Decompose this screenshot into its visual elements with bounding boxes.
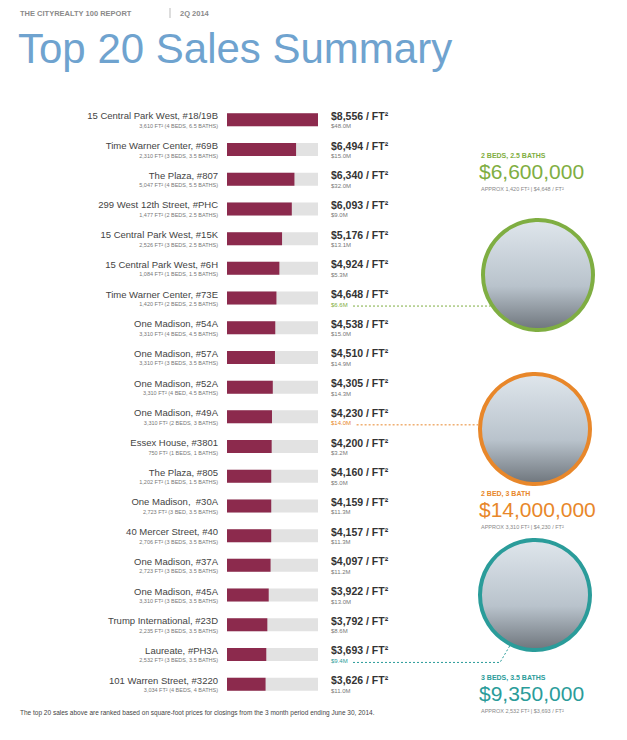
svg-text:APPROX 2,532 FT² | $3,693 / FT: APPROX 2,532 FT² | $3,693 / FT² — [481, 708, 564, 714]
svg-text:$3,693 / FT²: $3,693 / FT² — [331, 644, 389, 656]
svg-text:2,310 FT² (3 BEDS, 3.5 BATHS): 2,310 FT² (3 BEDS, 3.5 BATHS) — [139, 153, 218, 159]
svg-text:1,477 FT² (2 BEDS, 2.5 BATHS): 1,477 FT² (2 BEDS, 2.5 BATHS) — [139, 212, 218, 218]
svg-text:$48.0M: $48.0M — [331, 123, 351, 129]
svg-text:$9,350,000: $9,350,000 — [479, 682, 584, 705]
svg-text:$6,494 / FT²: $6,494 / FT² — [331, 140, 389, 152]
svg-text:$3,792 / FT²: $3,792 / FT² — [331, 615, 389, 627]
svg-text:2,723 FT² (3 BEDS, 3.5 BATHS): 2,723 FT² (3 BEDS, 3.5 BATHS) — [139, 568, 218, 574]
svg-text:$3.2M: $3.2M — [331, 450, 348, 456]
svg-text:$4,305 / FT²: $4,305 / FT² — [331, 377, 389, 389]
svg-text:$14,000,000: $14,000,000 — [479, 498, 596, 521]
svg-text:$11.2M: $11.2M — [331, 569, 351, 575]
svg-text:$6,600,000: $6,600,000 — [479, 160, 584, 183]
svg-text:$6.6M: $6.6M — [331, 302, 348, 308]
svg-text:Laureate, #PH3A: Laureate, #PH3A — [145, 645, 219, 656]
svg-text:The top 20 sales above are ran: The top 20 sales above are ranked based … — [20, 709, 375, 717]
svg-text:3,610 FT² (4 BEDS, 6.5 BATHS): 3,610 FT² (4 BEDS, 6.5 BATHS) — [139, 123, 218, 129]
svg-text:$8.6M: $8.6M — [331, 628, 348, 634]
svg-text:$14.9M: $14.9M — [331, 361, 351, 367]
svg-text:$3,626 / FT²: $3,626 / FT² — [331, 674, 389, 686]
svg-text:$11.3M: $11.3M — [331, 539, 351, 545]
svg-text:$5.0M: $5.0M — [331, 480, 348, 486]
svg-text:$15.0M: $15.0M — [331, 331, 351, 337]
svg-text:$5.3M: $5.3M — [331, 272, 348, 278]
svg-text:$4,510 / FT²: $4,510 / FT² — [331, 347, 389, 359]
svg-text:Trump International, #23D: Trump International, #23D — [108, 615, 218, 626]
svg-text:$4,097 / FT²: $4,097 / FT² — [331, 555, 389, 567]
svg-text:3 BEDS, 3.5 BATHS: 3 BEDS, 3.5 BATHS — [481, 674, 546, 682]
svg-text:One Madison, #49A: One Madison, #49A — [134, 407, 219, 418]
svg-text:$11.0M: $11.0M — [331, 688, 351, 694]
svg-text:$14.0M: $14.0M — [331, 420, 351, 426]
svg-text:2Q 2014: 2Q 2014 — [180, 9, 210, 18]
svg-text:750 FT² (1 BEDS, 1 BATHS): 750 FT² (1 BEDS, 1 BATHS) — [148, 450, 218, 456]
svg-text:One Madison, #37A: One Madison, #37A — [134, 556, 219, 567]
svg-text:$9.0M: $9.0M — [331, 212, 348, 218]
svg-text:$4,538 / FT²: $4,538 / FT² — [331, 318, 389, 330]
svg-text:1,084 FT² (1 BEDS, 1.5 BATHS): 1,084 FT² (1 BEDS, 1.5 BATHS) — [139, 271, 218, 277]
svg-text:$4,200 / FT²: $4,200 / FT² — [331, 437, 389, 449]
svg-text:1,420 FT² (2 BEDS, 2.5 BATHS): 1,420 FT² (2 BEDS, 2.5 BATHS) — [139, 301, 218, 307]
svg-text:$3,922 / FT²: $3,922 / FT² — [331, 585, 389, 597]
svg-text:$4,160 / FT²: $4,160 / FT² — [331, 466, 389, 478]
svg-text:$4,159 / FT²: $4,159 / FT² — [331, 496, 389, 508]
svg-text:15 Central Park West, #6H: 15 Central Park West, #6H — [105, 259, 218, 270]
svg-text:2,723 FT² (3 BED, 3.5 BATHS): 2,723 FT² (3 BED, 3.5 BATHS) — [143, 509, 218, 515]
svg-text:3,310 FT² (3 BEDS, 3.5 BATHS): 3,310 FT² (3 BEDS, 3.5 BATHS) — [139, 598, 218, 604]
svg-text:Time Warner Center, #73E: Time Warner Center, #73E — [106, 289, 218, 300]
svg-text:15 Central Park West, #18/19B: 15 Central Park West, #18/19B — [87, 110, 218, 121]
svg-text:$9.4M: $9.4M — [331, 658, 348, 664]
svg-text:3,310 FT² (4 BED, 4.5 BATHS): 3,310 FT² (4 BED, 4.5 BATHS) — [143, 390, 218, 396]
svg-text:$6,093 / FT²: $6,093 / FT² — [331, 199, 389, 211]
svg-text:$14.3M: $14.3M — [331, 391, 351, 397]
svg-text:2,235 FT² (3 BEDS, 3.5 BATHS): 2,235 FT² (3 BEDS, 3.5 BATHS) — [139, 628, 218, 634]
svg-text:One Madison, #54A: One Madison, #54A — [134, 318, 219, 329]
svg-text:1,202 FT² (1 BEDS, 1.5 BATHS): 1,202 FT² (1 BEDS, 1.5 BATHS) — [139, 479, 218, 485]
svg-text:APPROX 3,310 FT² | $4,230 / FT: APPROX 3,310 FT² | $4,230 / FT² — [481, 524, 564, 530]
svg-text:101 Warren Street, #3220: 101 Warren Street, #3220 — [109, 675, 218, 686]
svg-text:3,310 FT² (3 BEDS, 3.5 BATHS): 3,310 FT² (3 BEDS, 3.5 BATHS) — [139, 360, 218, 366]
svg-text:Time Warner Center, #69B: Time Warner Center, #69B — [106, 140, 218, 151]
svg-text:The Plaza, #807: The Plaza, #807 — [149, 170, 218, 181]
svg-text:THE CITYREALTY 100 REPORT: THE CITYREALTY 100 REPORT — [20, 9, 132, 18]
svg-text:One Madison, #45A: One Madison, #45A — [134, 586, 219, 597]
svg-text:$8,556 / FT²: $8,556 / FT² — [331, 110, 389, 122]
svg-text:$11.3M: $11.3M — [331, 509, 351, 515]
svg-text:The Plaza, #805: The Plaza, #805 — [149, 467, 218, 478]
svg-text:$4,230 / FT²: $4,230 / FT² — [331, 407, 389, 419]
svg-text:40 Mercer Street, #40: 40 Mercer Street, #40 — [126, 526, 218, 537]
svg-text:5,047 FT² (4 BEDS, 5.5 BATHS): 5,047 FT² (4 BEDS, 5.5 BATHS) — [139, 182, 218, 188]
svg-text:$4,924 / FT²: $4,924 / FT² — [331, 258, 389, 270]
svg-text:$5,176 / FT²: $5,176 / FT² — [331, 229, 389, 241]
svg-text:2 BEDS, 2.5 BATHS: 2 BEDS, 2.5 BATHS — [481, 152, 546, 160]
svg-text:$32.0M: $32.0M — [331, 183, 351, 189]
svg-text:2 BED, 3 BATH: 2 BED, 3 BATH — [481, 490, 530, 498]
svg-text:$6,340 / FT²: $6,340 / FT² — [331, 169, 389, 181]
svg-text:2,706 FT² (3 BEDS, 3.5 BATHS): 2,706 FT² (3 BEDS, 3.5 BATHS) — [139, 539, 218, 545]
svg-text:$15.0M: $15.0M — [331, 153, 351, 159]
svg-text:2,526 FT² (3 BEDS, 2.5 BATHS): 2,526 FT² (3 BEDS, 2.5 BATHS) — [139, 242, 218, 248]
svg-text:One Madison, #30A: One Madison, #30A — [131, 496, 218, 507]
svg-text:Essex House, #3801: Essex House, #3801 — [130, 437, 218, 448]
svg-text:$4,157 / FT²: $4,157 / FT² — [331, 526, 389, 538]
svg-text:299 West 12th Street, #PHC: 299 West 12th Street, #PHC — [98, 199, 218, 210]
svg-text:Top 20 Sales Summary: Top 20 Sales Summary — [18, 25, 452, 72]
svg-text:APPROX 1,420 FT² | $4,648 / FT: APPROX 1,420 FT² | $4,648 / FT² — [481, 186, 564, 192]
svg-text:$4,648 / FT²: $4,648 / FT² — [331, 288, 389, 300]
svg-text:$13.1M: $13.1M — [331, 242, 351, 248]
svg-text:15 Central Park West, #15K: 15 Central Park West, #15K — [100, 229, 218, 240]
svg-text:One Madison, #52A: One Madison, #52A — [134, 378, 219, 389]
svg-text:3,310 FT² (2 BEDS, 3 BATHS): 3,310 FT² (2 BEDS, 3 BATHS) — [144, 420, 218, 426]
svg-text:2,532 FT² (3 BEDS, 3.5 BATHS): 2,532 FT² (3 BEDS, 3.5 BATHS) — [139, 657, 218, 663]
svg-text:3,034 FT² (4 BEDS, 4 BATHS): 3,034 FT² (4 BEDS, 4 BATHS) — [144, 687, 218, 693]
svg-text:One Madison, #57A: One Madison, #57A — [134, 348, 219, 359]
svg-text:$13.0M: $13.0M — [331, 599, 351, 605]
svg-text:3,310 FT² (4 BEDS, 4.5 BATHS): 3,310 FT² (4 BEDS, 4.5 BATHS) — [139, 331, 218, 337]
